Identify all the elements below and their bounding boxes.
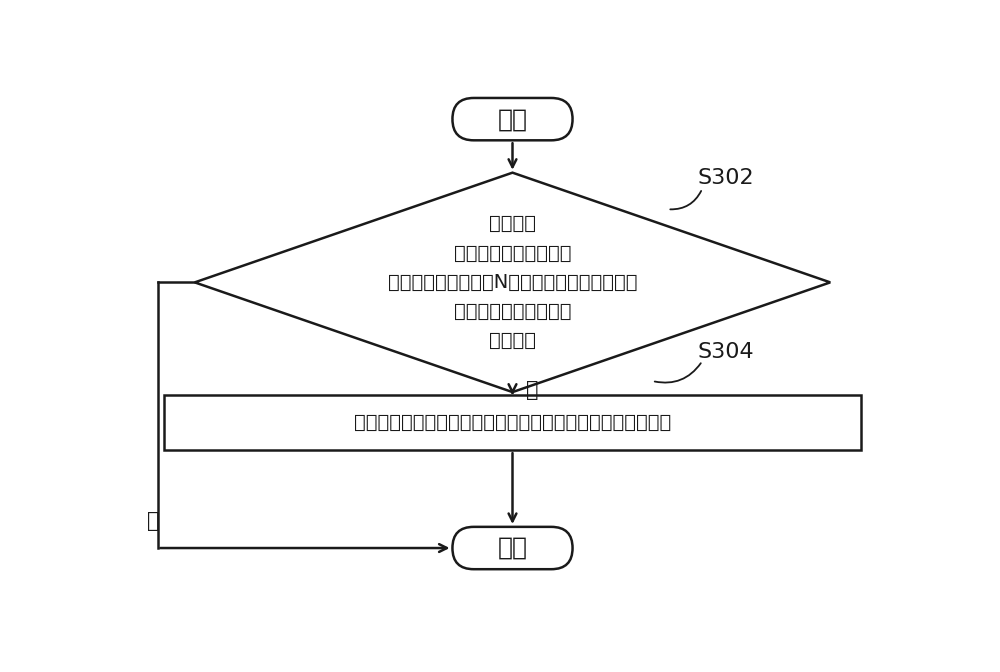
Text: S302: S302: [697, 169, 754, 188]
Text: 开始: 开始: [498, 107, 528, 131]
Text: 重新确定各组天线与主收发通路、辅接收通路之间的连通关系: 重新确定各组天线与主收发通路、辅接收通路之间的连通关系: [354, 413, 671, 432]
Text: S304: S304: [697, 341, 754, 362]
Bar: [164, 395, 861, 450]
Text: 根据各组: 根据各组: [489, 214, 536, 233]
Text: 天线的性能进行包括N个判决阶段的条件进阶判: 天线的性能进行包括N个判决阶段的条件进阶判: [388, 273, 637, 292]
Text: 决以确定是否需要进行: 决以确定是否需要进行: [454, 302, 571, 321]
FancyBboxPatch shape: [452, 98, 573, 140]
Text: 天线的通信参数对各组: 天线的通信参数对各组: [454, 244, 571, 263]
Text: 天线切换: 天线切换: [489, 331, 536, 350]
FancyBboxPatch shape: [452, 527, 573, 569]
Polygon shape: [195, 173, 830, 392]
Text: 否: 否: [147, 511, 160, 531]
Text: 是: 是: [526, 380, 539, 401]
Text: 结束: 结束: [498, 536, 528, 560]
